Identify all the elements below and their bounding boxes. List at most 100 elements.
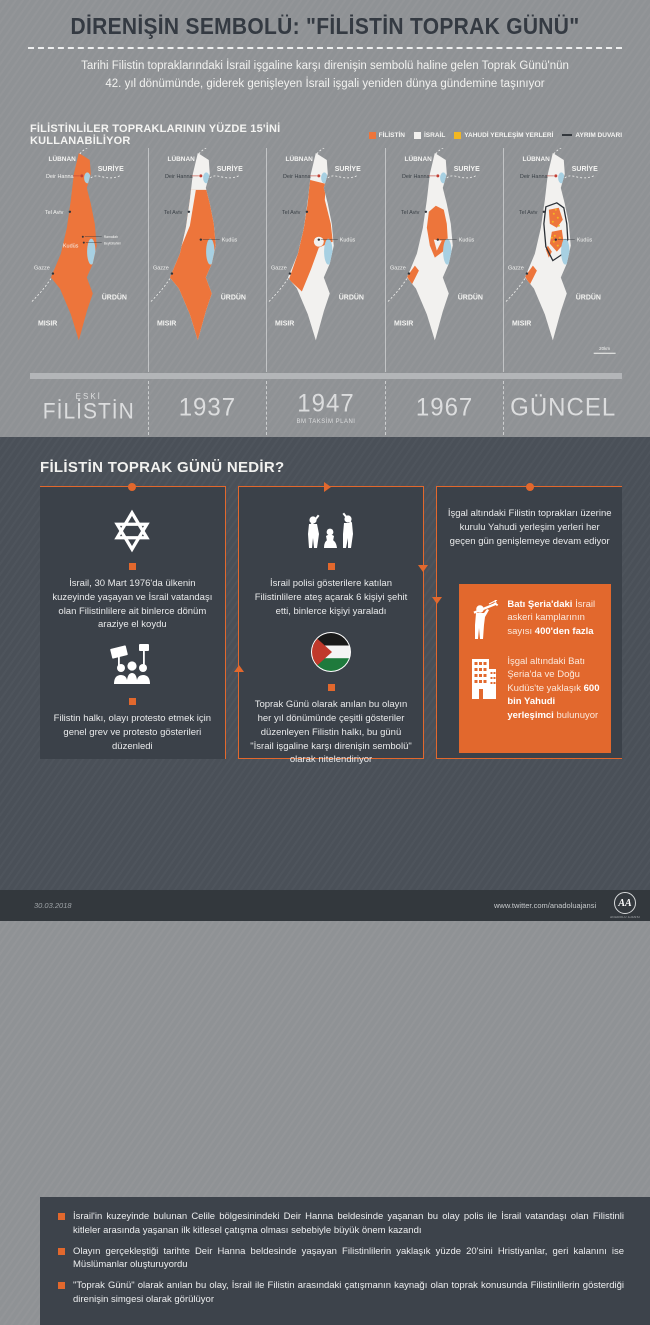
bullet-square (58, 1213, 65, 1220)
timeline-label-y1967: 1967 (386, 381, 505, 435)
svg-text:ÜRDÜN: ÜRDÜN (576, 292, 601, 301)
box2-text1: İsrail polisi gösterilere katılan Filist… (254, 578, 408, 617)
stat2-text: İşgal altındaki Batı Şeria'da ve Doğu Ku… (507, 655, 601, 722)
soldier-rifle-icon (469, 598, 499, 644)
svg-text:Gazze: Gazze (390, 266, 406, 272)
maps-heading: FİLİSTİNLİLER TOPRAKLARININ YÜZDE 15'İNİ… (30, 123, 281, 147)
connector-arrow-down (418, 565, 429, 572)
legend-swatch (454, 131, 462, 139)
orange-square-bullet (128, 563, 136, 570)
map-current: LÜBNAN SURİYE Deir Hanna Tel Aviv Kudüs … (504, 148, 622, 372)
timeline-label-y1937: 1937 (149, 381, 268, 435)
svg-text:Deir Hanna: Deir Hanna (520, 174, 549, 180)
svg-text:Gazze: Gazze (153, 266, 169, 272)
svg-text:LÜBNAN: LÜBNAN (286, 154, 314, 163)
svg-text:MISIR: MISIR (275, 320, 294, 327)
dashed-divider (28, 47, 622, 49)
bullet-square (58, 1247, 65, 1255)
svg-text:LÜBNAN: LÜBNAN (404, 154, 432, 163)
bullet-text: Olayın gerçekleştiği tarihte Deir Hanna … (73, 1245, 624, 1271)
svg-text:SURİYE: SURİYE (216, 165, 242, 173)
info-box-1: İsrail, 30 Mart 1976'da ülkenin kuzeyind… (40, 483, 226, 759)
legend-swatch (413, 131, 421, 139)
legend-item: AYRIM DUVARI (562, 132, 622, 139)
svg-text:Deir Hanna: Deir Hanna (402, 174, 431, 180)
svg-text:Tel Aviv: Tel Aviv (519, 210, 538, 216)
svg-text:Beytüllahim: Beytüllahim (104, 241, 122, 245)
what-section: FİLİSTİN TOPRAK GÜNÜ NEDİR? İsrail, 30 M… (0, 437, 650, 1325)
box2-group2: Toprak Günü olarak anılan bu olayın her … (249, 626, 414, 767)
svg-text:Tel Aviv: Tel Aviv (401, 210, 420, 216)
svg-text:Gazze: Gazze (508, 266, 524, 272)
svg-text:Kudüs: Kudüs (577, 238, 593, 244)
map-old: LÜBNAN SURİYE Deir Hanna Tel Aviv Kudüs R… (30, 148, 149, 372)
building-icon (469, 655, 499, 722)
svg-text:Tel Aviv: Tel Aviv (282, 210, 301, 216)
stat2-normal1: İşgal altındaki Batı Şeria'da ve Doğu Ku… (507, 656, 585, 694)
protest-crowd-icon (50, 640, 215, 692)
svg-text:SURİYE: SURİYE (572, 165, 598, 173)
stat2-normal2: bulunuyor (553, 709, 599, 721)
stat1-normal: İsrail askeri kamplarının sayısı (507, 599, 596, 637)
timeline-main-label: 1947 (297, 389, 355, 419)
connector-arrow-right (323, 482, 331, 492)
timeline-main-label: GÜNCEL (510, 393, 617, 423)
aa-logo-text: AA (614, 892, 637, 914)
bullet-square (58, 1282, 65, 1290)
legend-swatch (368, 131, 376, 139)
svg-text:Kudüs: Kudüs (221, 238, 237, 244)
svg-text:LÜBNAN: LÜBNAN (167, 154, 195, 163)
bullet-text: "Toprak Günü" olarak anılan bu olay, İsr… (73, 1280, 624, 1305)
stat-row-1: Batı Şeria'daki İsrail askeri kamplarını… (469, 598, 601, 644)
timeline-top-label: ESKİ (75, 391, 102, 401)
map-y1947: LÜBNAN SURİYE Deir Hanna Tel Aviv Kudüs … (267, 148, 386, 372)
subtitle: Tarihi Filistin topraklarındaki İsrail i… (0, 58, 650, 94)
timeline-sub-label: BM TAKSİM PLANI (296, 418, 356, 425)
footer: 30.03.2018 www.twitter.com/anadoluajansi… (0, 890, 650, 921)
maps-section-header: FİLİSTİNLİLER TOPRAKLARININ YÜZDE 15'İNİ… (30, 123, 622, 147)
box2-group1: İsrail polisi gösterilere katılan Filist… (249, 505, 414, 618)
svg-text:Ramallah: Ramallah (104, 235, 118, 239)
svg-text:MISIR: MISIR (38, 320, 57, 327)
svg-text:Deir Hanna: Deir Hanna (165, 174, 194, 180)
legend-swatch (562, 134, 573, 136)
maps-row: LÜBNAN SURİYE Deir Hanna Tel Aviv Kudüs R… (30, 148, 622, 372)
svg-text:Kudüs: Kudüs (459, 238, 475, 244)
box2-text2: Toprak Günü olarak anılan bu olayın her … (250, 699, 412, 766)
svg-text:Gazze: Gazze (271, 266, 287, 272)
stat1-bold2: 400'den fazla (534, 625, 594, 637)
stat2-bold: 600 bin Yahudi yerleşimci (507, 682, 600, 721)
header: DİRENİŞİN SEMBOLÜ: "FİLİSTİN TOPRAK GÜNÜ… (0, 0, 650, 118)
svg-text:Gazze: Gazze (34, 266, 50, 272)
subtitle-line2: 42. yıl dönümünde, giderek genişleyen İs… (105, 77, 545, 90)
svg-text:MISIR: MISIR (512, 320, 531, 327)
svg-text:ÜRDÜN: ÜRDÜN (220, 292, 245, 301)
connector-dot (128, 483, 137, 491)
orange-square-bullet (327, 563, 335, 570)
connector-arrow-up (233, 665, 244, 672)
police-violence-icon (249, 505, 414, 557)
legend: FİLİSTİN İSRAİL YAHUDİ YERLEŞİM YERLERİ AYR… (368, 131, 622, 139)
svg-text:Deir Hanna: Deir Hanna (283, 174, 312, 180)
svg-text:Kudüs: Kudüs (340, 238, 356, 244)
timeline-label-y1947: 1947 BM TAKSİM PLANI (267, 381, 386, 435)
orange-square-bullet (327, 684, 335, 692)
stat1-bold1: Batı Şeria'daki (507, 599, 576, 610)
info-boxes: İsrail, 30 Mart 1976'da ülkenin kuzeyind… (40, 482, 623, 765)
connector-arrow-down (432, 597, 443, 604)
stat-row-2: İşgal altındaki Batı Şeria'da ve Doğu Ku… (469, 655, 601, 722)
svg-text:Kudüs: Kudüs (63, 244, 79, 250)
map-y1967: LÜBNAN SURİYE Deir Hanna Tel Aviv Kudüs … (386, 148, 505, 372)
aa-logo-sub: ANADOLU AJANSI (610, 915, 640, 919)
box1-group1: İsrail, 30 Mart 1976'da ülkenin kuzeyind… (50, 505, 215, 632)
box1-group2: Filistin halkı, olayı protesto etmek içi… (50, 640, 215, 753)
svg-text:ÜRDÜN: ÜRDÜN (458, 292, 483, 301)
bullet-item: "Toprak Günü" olarak anılan bu olay, İsr… (58, 1279, 624, 1307)
svg-text:Tel Aviv: Tel Aviv (164, 210, 183, 216)
legend-item: FİLİSTİN (368, 131, 405, 139)
info-box-2: İsrail polisi gösterilere katılan Filist… (233, 482, 429, 765)
timeline-main-label: 1967 (415, 393, 474, 423)
info-box-3: İşgal altındaki Filistin toprakları üzer… (432, 483, 623, 759)
svg-text:SURİYE: SURİYE (98, 165, 124, 173)
svg-text:ÜRDÜN: ÜRDÜN (339, 292, 364, 301)
